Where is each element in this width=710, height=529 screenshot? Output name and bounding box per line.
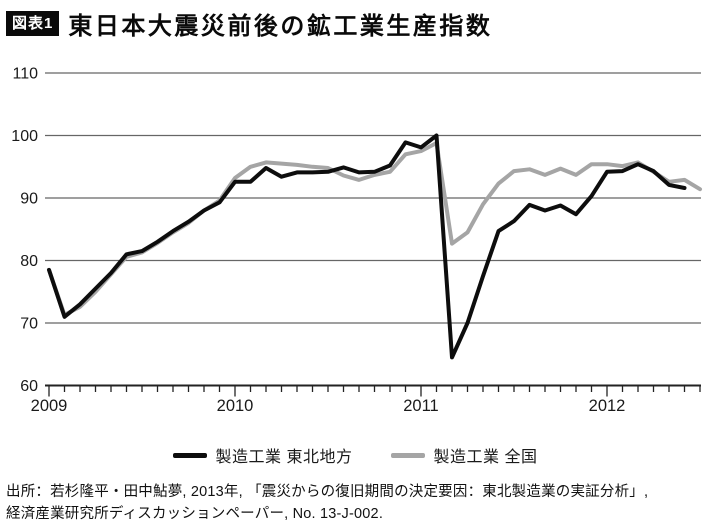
source-line-2: 経済産業研究所ディスカッションペーパー, No. 13-J-002. bbox=[6, 506, 384, 522]
y-axis-tick-label: 100 bbox=[11, 128, 38, 145]
x-axis-year-label: 2009 bbox=[31, 397, 68, 415]
x-axis-year-label: 2010 bbox=[217, 397, 254, 415]
y-axis-tick-label: 60 bbox=[20, 378, 38, 395]
x-axis-year-label: 2011 bbox=[403, 397, 438, 415]
source-citation: 出所：若杉隆平・田中鮎夢, 2013年, 「震災からの復旧期間の決定要因：東北製… bbox=[6, 481, 706, 525]
legend-item-tohoku: 製造工業 東北地方 bbox=[172, 443, 353, 467]
figure-header: 図表1 東日本大震災前後の鉱工業生産指数 bbox=[6, 6, 492, 41]
legend-item-zenkoku: 製造工業 全国 bbox=[390, 443, 538, 467]
legend-label-tohoku: 製造工業 東北地方 bbox=[215, 449, 353, 466]
source-line-1: 出所：若杉隆平・田中鮎夢, 2013年, 「震災からの復旧期間の決定要因：東北製… bbox=[6, 484, 649, 500]
chart-legend: 製造工業 東北地方 製造工業 全国 bbox=[0, 443, 710, 467]
y-axis-tick-label: 110 bbox=[12, 66, 38, 83]
series-line-tohoku bbox=[47, 133, 687, 360]
zenkoku-line-swatch bbox=[390, 452, 425, 458]
page-title: 東日本大震災前後の鉱工業生産指数 bbox=[68, 13, 493, 40]
series-line-zenkoku bbox=[47, 141, 702, 317]
y-axis-tick-label: 90 bbox=[20, 191, 38, 208]
y-axis-tick-label: 80 bbox=[20, 253, 38, 270]
legend-label-zenkoku: 製造工業 全国 bbox=[433, 449, 538, 466]
x-axis-year-label: 2012 bbox=[589, 397, 626, 415]
figure-number-badge: 図表1 bbox=[6, 11, 60, 36]
tohoku-line-swatch bbox=[172, 452, 207, 458]
y-axis-tick-label: 70 bbox=[20, 316, 38, 333]
